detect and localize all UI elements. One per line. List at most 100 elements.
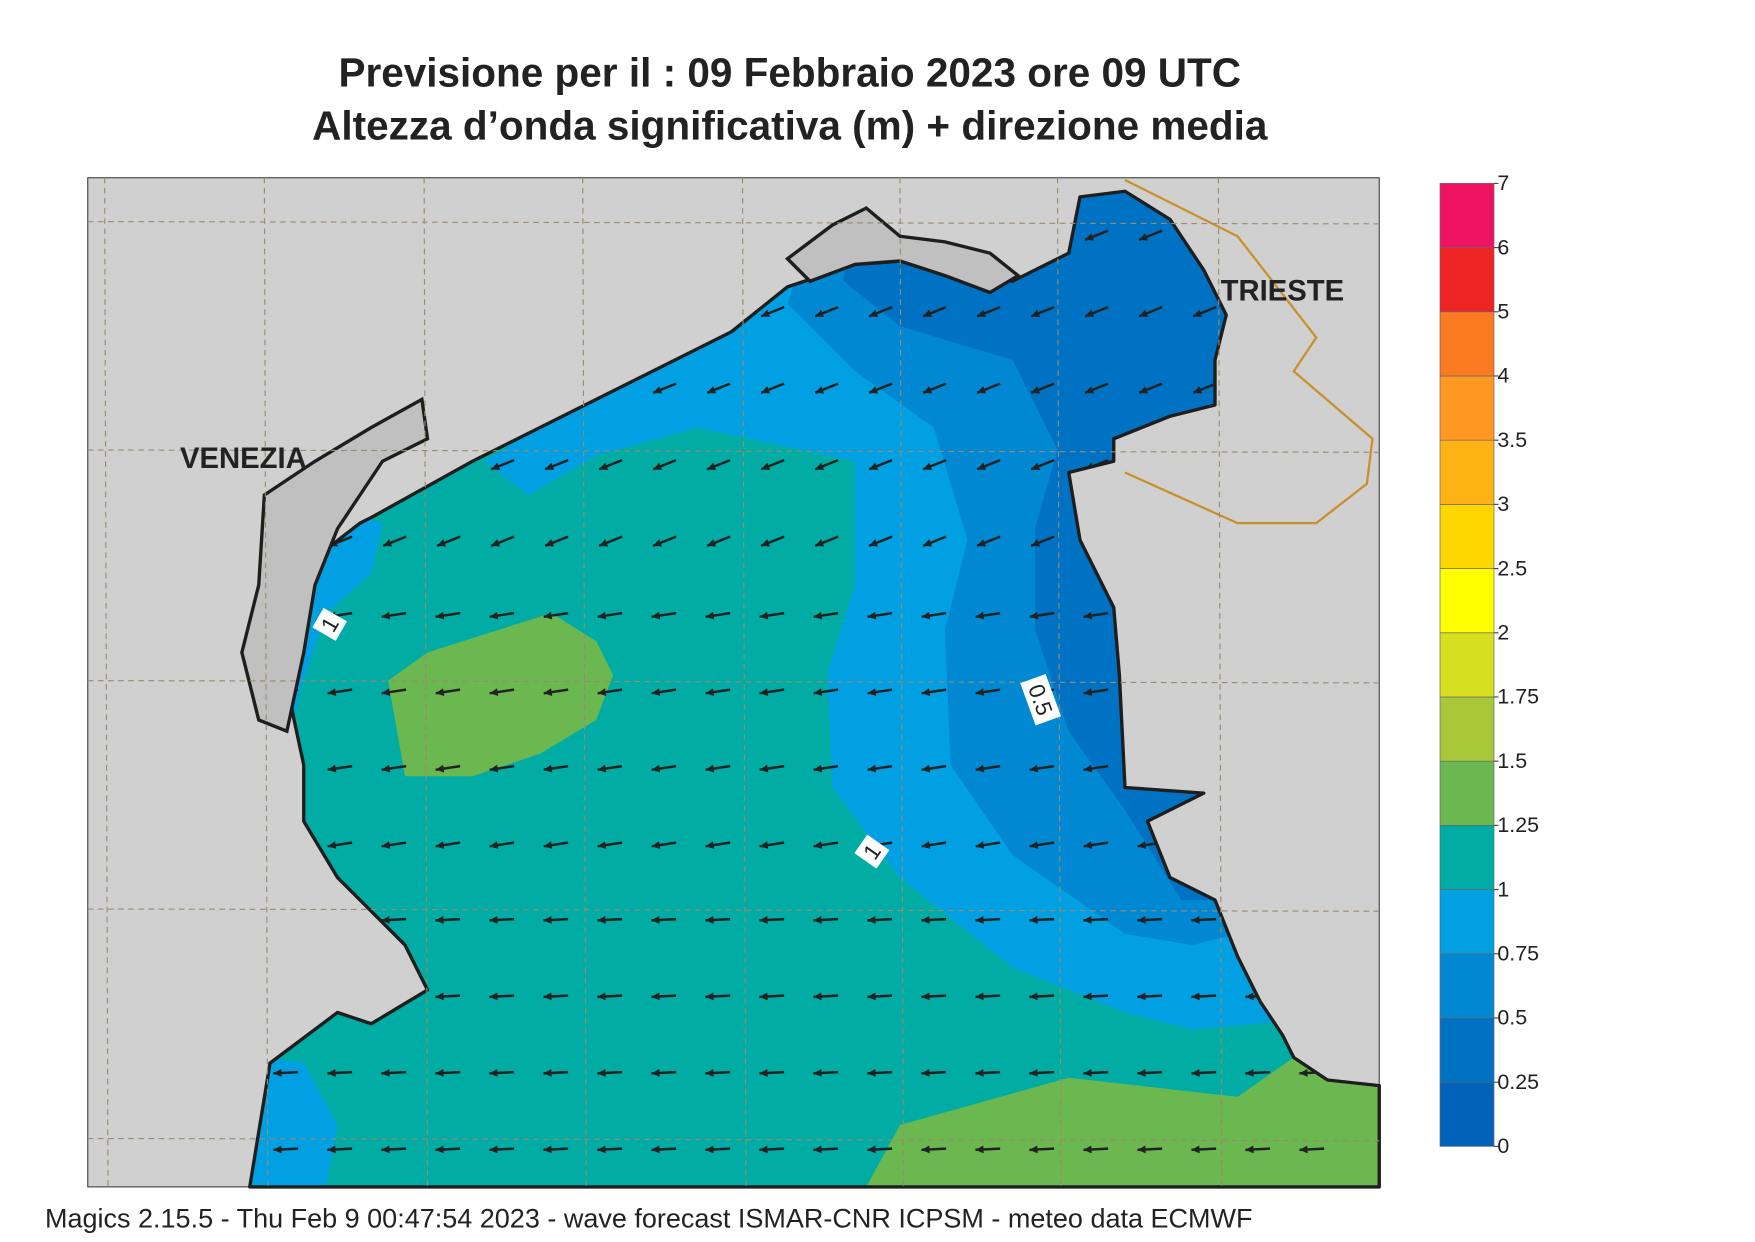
arrow-head [923, 462, 933, 470]
colorbar-tick-label: 1.75 [1497, 685, 1539, 709]
graticule-line [87, 449, 1380, 453]
arrow-head [381, 1069, 390, 1077]
arrow-head [705, 764, 715, 773]
arrow-head [869, 462, 879, 470]
arrow-head [705, 1069, 714, 1077]
arrow-head [921, 611, 931, 620]
colorbar-tick-label: 3 [1497, 492, 1509, 516]
arrow-head [975, 611, 985, 620]
arrow-head [975, 688, 985, 696]
arrow-head [761, 309, 771, 317]
arrow-head [759, 611, 769, 620]
arrow-head [815, 539, 825, 547]
arrow-head [651, 611, 661, 620]
arrow-head [651, 1069, 660, 1077]
arrow-head [1085, 233, 1095, 241]
colorbar-tick-label: 0.5 [1497, 1006, 1527, 1030]
arrow-head [653, 462, 663, 470]
arrow-head [651, 916, 660, 924]
arrow-head [813, 764, 823, 773]
arrow-head [923, 539, 933, 547]
colorbar-tick-label: 0.25 [1497, 1070, 1539, 1094]
arrow-head [761, 386, 771, 394]
arrow-head [599, 462, 609, 470]
contour-label-bg [1020, 673, 1062, 726]
arrow-head [1191, 1069, 1200, 1077]
arrow-head [761, 539, 771, 547]
arrow-head [273, 1145, 282, 1154]
arrow-head [975, 764, 985, 773]
arrow-head [1031, 386, 1041, 394]
arrow-head [1299, 1069, 1308, 1077]
arrow-head [653, 386, 663, 394]
arrow-head [545, 539, 555, 547]
arrow-head [923, 386, 933, 394]
colorbar-segment [1439, 760, 1495, 826]
colorbar-segment [1439, 504, 1495, 569]
colorbar-tick-label: 0 [1497, 1134, 1509, 1158]
arrow-head [1029, 1069, 1038, 1077]
arrow-head [705, 1145, 714, 1154]
arrow-head [1193, 386, 1203, 394]
arrow-head [543, 1069, 552, 1077]
arrow-head [381, 916, 390, 924]
arrow-head [705, 916, 714, 924]
arrow-head [651, 1145, 660, 1154]
subtitle: Altezza d’onda significativa (m) + direz… [312, 103, 1268, 149]
colorbar-segment [1439, 1081, 1495, 1147]
colorbar-tick-label: 5 [1497, 300, 1509, 324]
arrow-head [435, 1145, 444, 1154]
arrow-head [597, 841, 607, 849]
arrow-head [327, 764, 337, 773]
arrow-head [1191, 916, 1200, 924]
arrow-head [923, 309, 933, 317]
arrow-head [975, 916, 984, 924]
arrow-head [1083, 1069, 1092, 1077]
arrow-head [327, 841, 337, 849]
graticule-line [582, 177, 587, 1187]
arrow-head [651, 841, 661, 849]
arrow-head [489, 841, 499, 849]
arrow-head [975, 841, 985, 849]
arrow-head [705, 688, 715, 696]
arrow-head [543, 841, 553, 849]
arrow-head [975, 1069, 984, 1077]
graticule-line [1056, 177, 1062, 1187]
arrow-head [653, 539, 663, 547]
arrow-head [489, 916, 498, 924]
arrow-head [381, 688, 391, 696]
arrow-head [815, 386, 825, 394]
colorbar: 0 0.25 0.5 0.75 1 1.25 1.5 1.75 2 2.5 3 3.5 4 5 6 7 [1439, 171, 1539, 1158]
arrow-head [489, 764, 499, 773]
arrow-head [1083, 611, 1093, 620]
arrow-head [597, 1145, 606, 1154]
colorbar-tick-label: 3.5 [1497, 428, 1527, 452]
graticule-line [263, 177, 269, 1187]
arrow-head [597, 764, 607, 773]
arrow-head [1029, 1145, 1038, 1154]
arrow-head [867, 992, 876, 1001]
arrow-head [759, 992, 768, 1001]
colorbar-tick-label: 7 [1497, 171, 1509, 195]
arrow-head [435, 841, 445, 849]
arrow-head [651, 688, 661, 696]
arrow-head [435, 1069, 444, 1077]
arrow-head [1083, 992, 1092, 1001]
contour-label-bg [312, 607, 347, 641]
arrow-head [813, 611, 823, 620]
colorbar-segment [1439, 247, 1495, 313]
colorbar-segment [1439, 825, 1495, 890]
arrow-head [435, 611, 445, 620]
colorbar-segment [1439, 632, 1495, 698]
arrow-head [759, 841, 769, 849]
arrow-head [383, 539, 393, 547]
colorbar-segment [1439, 696, 1495, 762]
arrow-head [869, 539, 879, 547]
arrow-head [327, 1145, 336, 1154]
arrow-head [435, 688, 445, 696]
arrow-head [1031, 462, 1041, 470]
arrow-head [707, 539, 717, 547]
arrow-head [597, 611, 607, 620]
arrow-head [759, 916, 768, 924]
